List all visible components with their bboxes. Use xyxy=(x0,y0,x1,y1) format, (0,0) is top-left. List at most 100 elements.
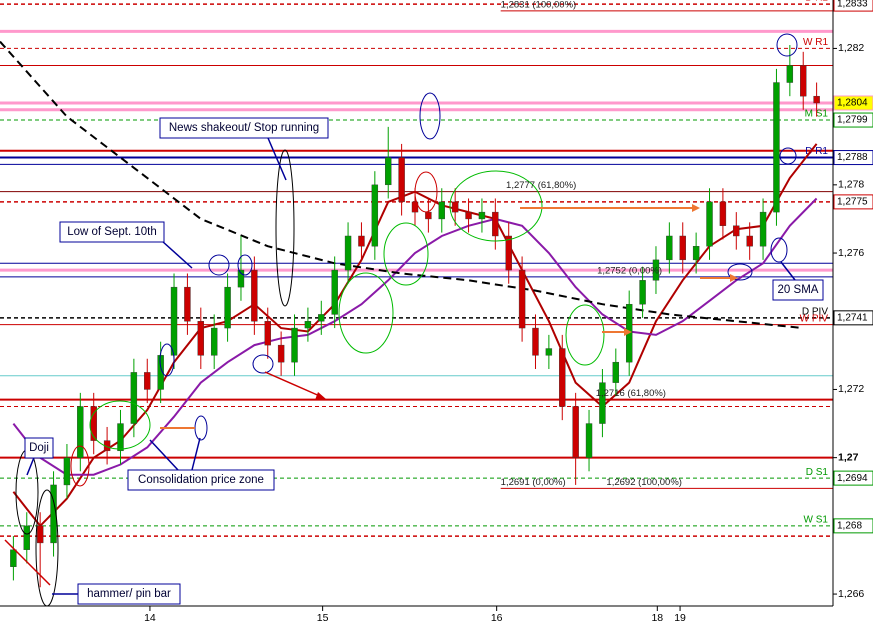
price-label-box xyxy=(833,0,873,12)
x-tick-label: 16 xyxy=(491,612,503,624)
price-label-box xyxy=(833,470,873,486)
price-label: 1,2788 xyxy=(837,152,868,163)
candle-body xyxy=(478,211,486,220)
candle-body xyxy=(692,246,700,261)
y-tick-label: 1,27 xyxy=(838,451,859,463)
candle-body xyxy=(666,235,673,261)
candle-body xyxy=(358,235,365,247)
ellipse xyxy=(275,149,295,307)
axis-labels: 1,266 1,27 1,272 1,276 1,278 1,282 1,2833 1,280… xyxy=(144,0,873,624)
callout-text: News shakeout/ Stop running xyxy=(169,122,319,134)
drawings xyxy=(4,33,798,607)
ellipse xyxy=(159,343,175,377)
level-tag: W R1 xyxy=(803,37,828,48)
callout-text: Low of Sept. 10th xyxy=(67,226,157,238)
arrow xyxy=(161,240,193,269)
candle-body xyxy=(331,269,338,315)
callout-text: hammer/ pin bar xyxy=(87,588,171,600)
level-tag: D R1 xyxy=(805,146,828,157)
candle-body xyxy=(277,344,285,363)
callout-text: Doji xyxy=(29,442,49,454)
arrow xyxy=(191,437,201,471)
callout-box xyxy=(24,437,54,459)
candles xyxy=(10,45,820,588)
candle-body xyxy=(304,321,312,329)
fib-label: 1,2777 (61,80%) xyxy=(506,180,576,191)
ellipse xyxy=(383,222,429,286)
ellipse xyxy=(449,170,543,242)
ellipse xyxy=(70,445,90,487)
ellipse xyxy=(770,237,788,263)
price-label: 1,2741 xyxy=(837,312,868,323)
ellipse xyxy=(89,400,151,450)
ellipse xyxy=(779,147,797,165)
ellipse xyxy=(338,272,394,354)
candle-body xyxy=(545,348,553,356)
callout-box xyxy=(59,221,165,243)
price-label-box xyxy=(833,95,873,111)
candle-body xyxy=(612,361,620,383)
candle-body xyxy=(585,423,593,458)
arrow xyxy=(267,137,287,181)
candle-body xyxy=(425,211,432,220)
callout-box xyxy=(772,279,824,301)
price-label: 1,2694 xyxy=(837,473,868,484)
y-tick-label: 1,272 xyxy=(838,383,864,395)
candle-body xyxy=(733,225,740,237)
candle-body xyxy=(759,211,767,247)
fib-label: 1,2831 (100,00%) xyxy=(501,0,577,10)
arrow-head xyxy=(315,392,326,400)
price-label: 1,2833 xyxy=(837,0,868,10)
price-label: 1,2775 xyxy=(837,197,868,208)
price-label: 1,2799 xyxy=(837,115,868,126)
arrow xyxy=(4,539,51,586)
candle-body xyxy=(719,201,727,226)
candle-body xyxy=(210,327,218,356)
ellipse xyxy=(565,304,605,366)
candle-body xyxy=(344,235,352,271)
ellipse xyxy=(414,171,438,213)
x-tick-label: 14 xyxy=(144,612,156,624)
candle-body xyxy=(23,525,30,550)
fib-label: 1,2716 (61,80%) xyxy=(596,388,666,399)
candle-body xyxy=(438,201,445,220)
arrow-head xyxy=(730,274,738,282)
candle-body xyxy=(184,286,191,322)
callout-box xyxy=(159,117,329,139)
candle-body xyxy=(518,269,526,329)
candle-body xyxy=(813,95,820,104)
y-tick-label: 1,266 xyxy=(838,588,864,600)
level-tag: D S1 xyxy=(806,467,829,478)
callout-box xyxy=(127,469,275,491)
price-label: 1,2804 xyxy=(837,98,868,109)
candle-body xyxy=(50,484,57,544)
candle-body xyxy=(800,65,807,97)
candle-body xyxy=(505,235,512,271)
ellipse xyxy=(252,354,274,374)
candle-body xyxy=(291,327,298,363)
arrow xyxy=(264,371,323,398)
x-tick-label: 15 xyxy=(317,612,329,624)
candle-body xyxy=(559,348,566,407)
candle-body xyxy=(170,286,178,356)
y-tick-label: 1,278 xyxy=(838,179,864,191)
candle-body xyxy=(572,406,579,458)
candle-body xyxy=(465,211,472,220)
candle-body xyxy=(451,201,459,213)
price-label: 1,268 xyxy=(837,520,862,531)
candle-body xyxy=(679,235,686,261)
price-label-box xyxy=(833,150,873,166)
price-label-box xyxy=(833,310,873,326)
callout-box xyxy=(77,583,181,605)
candle-body xyxy=(773,82,780,213)
arrow xyxy=(149,439,179,471)
fib-label: 1,2752 (0,00%) xyxy=(597,265,662,276)
arrow-head xyxy=(624,328,632,336)
candle-body xyxy=(385,157,392,186)
annotations: News shakeout/ Stop running Low of Sept. … xyxy=(24,117,824,605)
y-tick-label: 1,282 xyxy=(838,42,864,54)
ellipse xyxy=(237,254,253,276)
candle-body xyxy=(10,549,17,567)
